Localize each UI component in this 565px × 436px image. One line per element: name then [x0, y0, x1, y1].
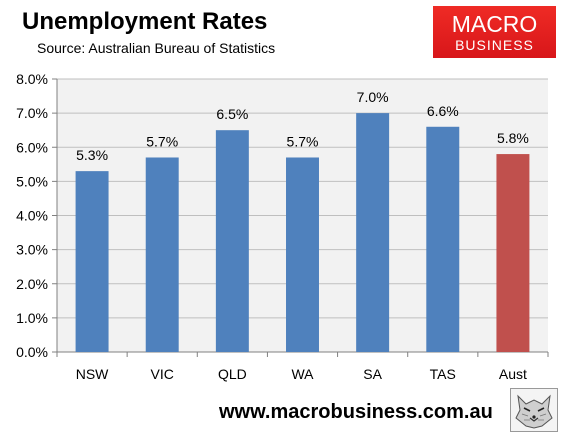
- logo-line-1: MACRO: [451, 11, 538, 37]
- category-label-tas: TAS: [430, 366, 456, 382]
- y-tick-label: 1.0%: [16, 310, 48, 326]
- category-label-aust: Aust: [499, 366, 527, 382]
- data-label-tas: 6.6%: [427, 103, 459, 119]
- data-label-qld: 6.5%: [216, 106, 248, 122]
- y-tick-label: 7.0%: [16, 105, 48, 121]
- y-tick-label: 5.0%: [16, 173, 48, 189]
- data-label-aust: 5.8%: [497, 130, 529, 146]
- bar-aust: [496, 154, 530, 352]
- y-tick-label: 3.0%: [16, 242, 48, 258]
- bar-sa: [356, 113, 390, 352]
- category-label-wa: WA: [291, 366, 314, 382]
- bar-qld: [215, 130, 249, 352]
- data-label-sa: 7.0%: [357, 89, 389, 105]
- y-tick-label: 6.0%: [16, 139, 48, 155]
- bar-nsw: [75, 171, 109, 352]
- data-label-nsw: 5.3%: [76, 147, 108, 163]
- bar-wa: [286, 157, 319, 352]
- footer-url: www.macrobusiness.com.au: [219, 401, 493, 423]
- unemployment-bar-chart: 0.0% 1.0% 2.0% 3.0% 4.0% 5.0% 6.0% 7.0% 8.0% 5.3%…: [16, 71, 549, 382]
- y-tick-label: 0.0%: [16, 344, 48, 360]
- logo-line-2: BUSINESS: [455, 37, 534, 53]
- macrobusiness-logo: MACRO BUSINESS: [433, 6, 556, 58]
- y-tick-label: 4.0%: [16, 208, 48, 224]
- data-label-wa: 5.7%: [287, 133, 319, 149]
- category-label-nsw: NSW: [76, 366, 109, 382]
- y-tick-label: 8.0%: [16, 71, 48, 87]
- y-tick-label: 2.0%: [16, 276, 48, 292]
- bar-vic: [145, 157, 179, 352]
- chart-source: Source: Australian Bureau of Statistics: [37, 40, 276, 56]
- chart-title: Unemployment Rates: [22, 8, 268, 35]
- wolf-logo-icon: [510, 388, 558, 432]
- data-label-vic: 5.7%: [146, 133, 178, 149]
- category-label-sa: SA: [363, 366, 382, 382]
- bar-tas: [426, 126, 460, 353]
- category-label-qld: QLD: [218, 366, 247, 382]
- category-label-vic: VIC: [151, 366, 174, 382]
